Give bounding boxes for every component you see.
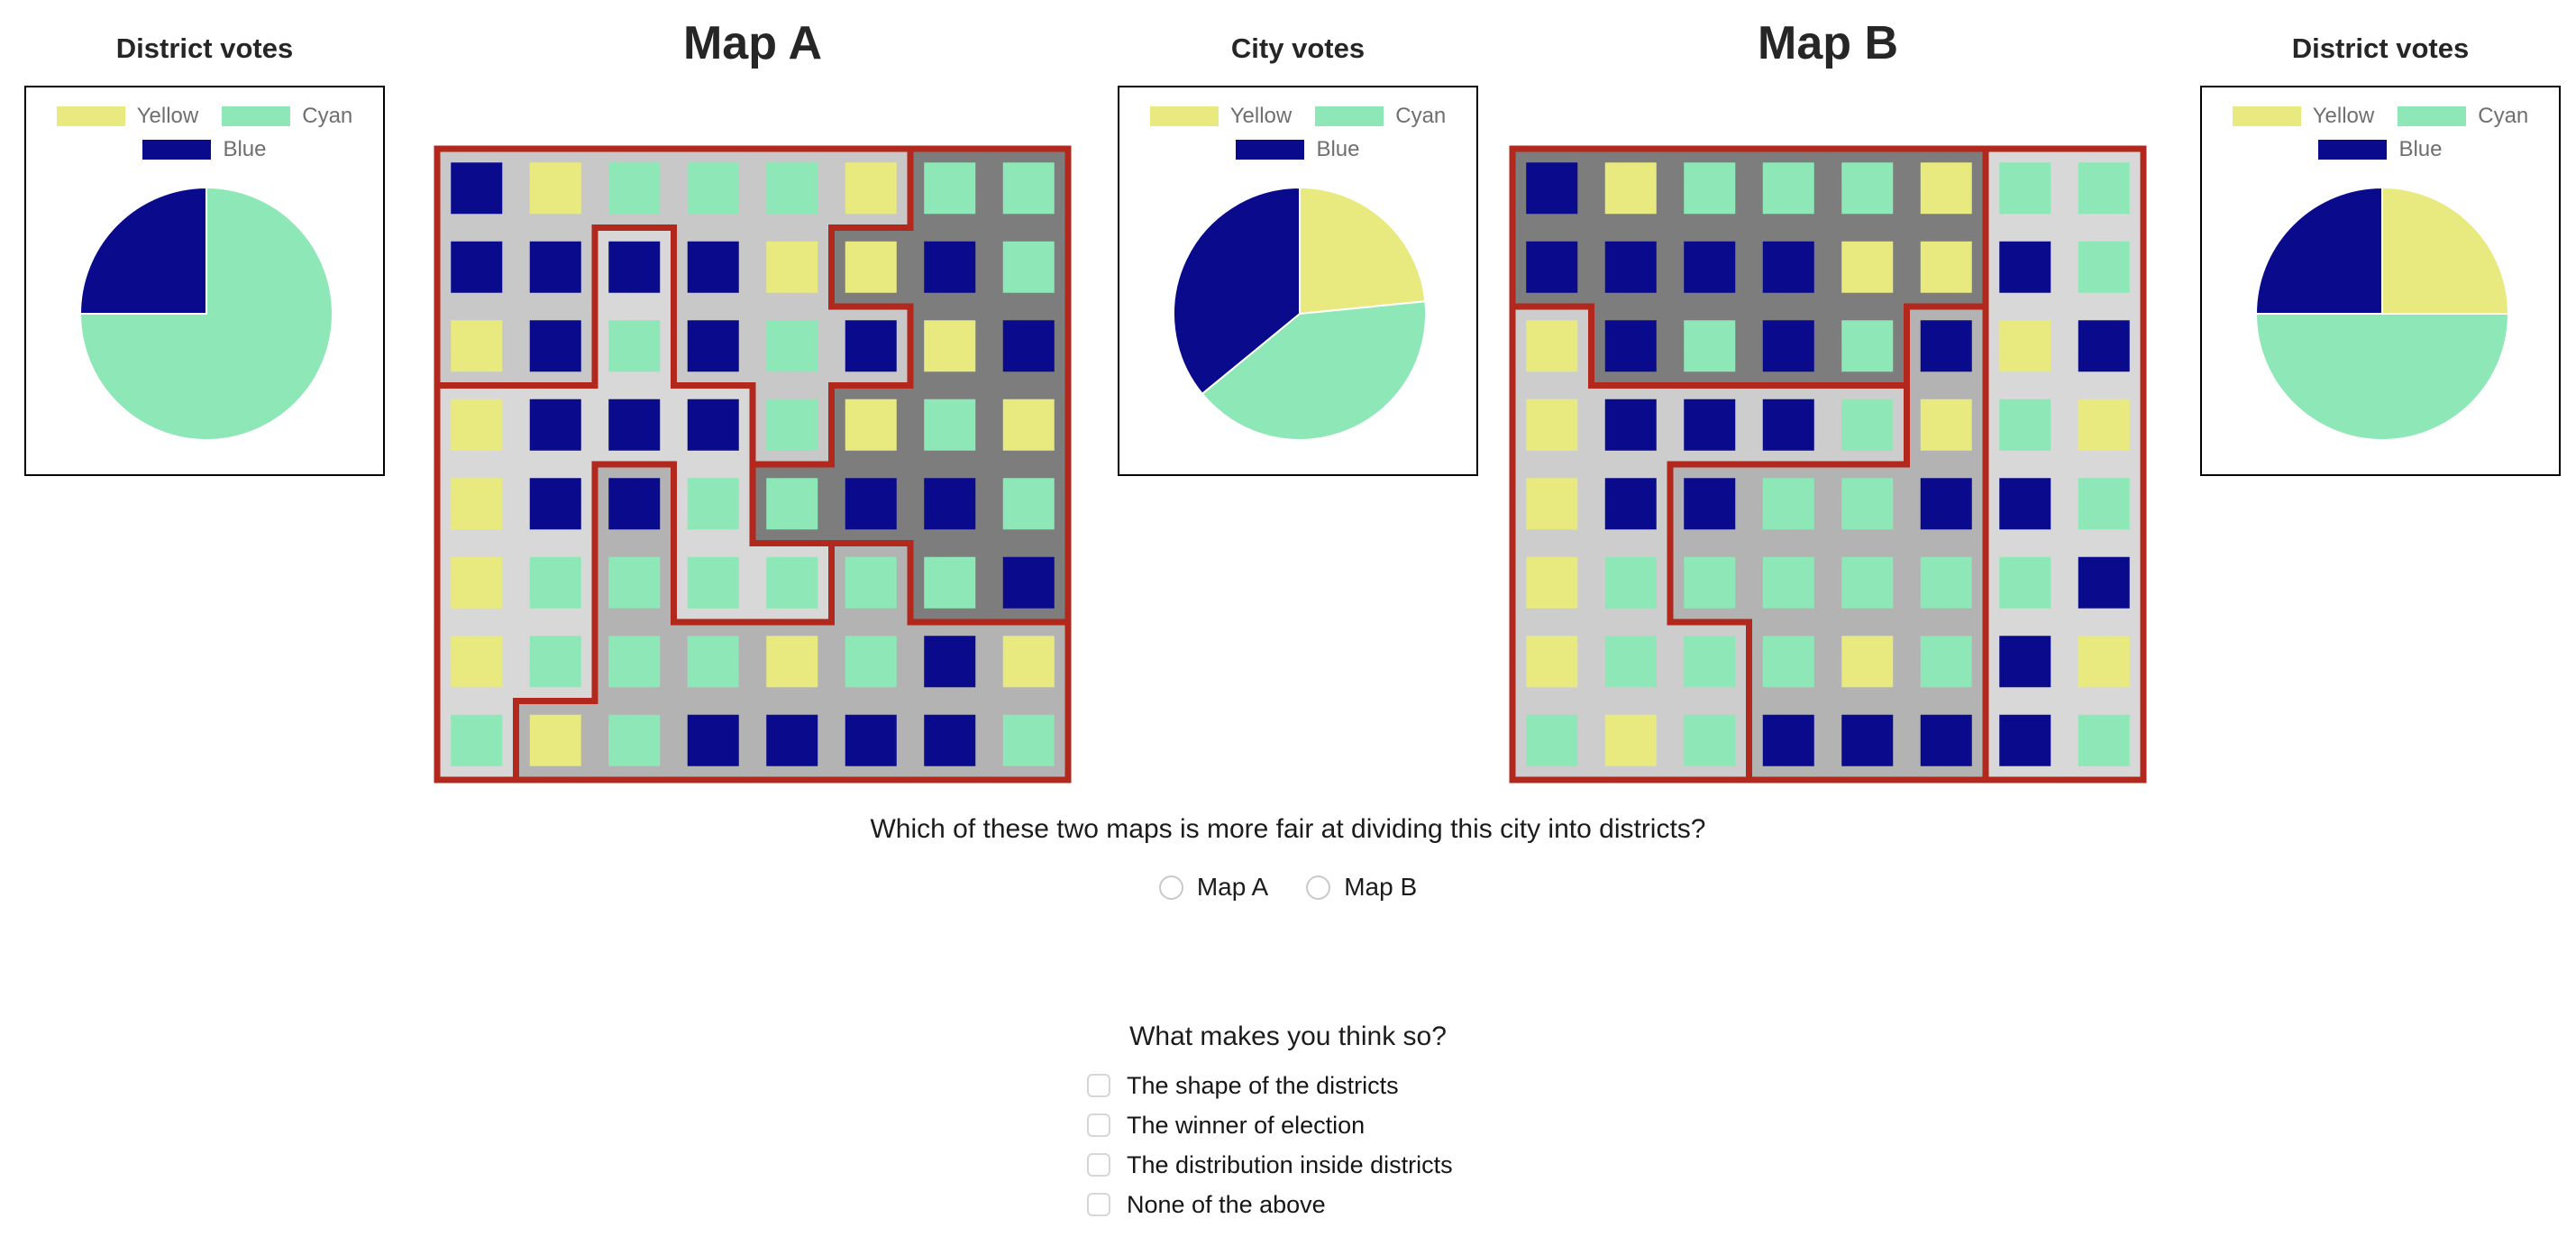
- blue-swatch: [1236, 140, 1305, 160]
- checkbox-option-shape[interactable]: The shape of the districts: [1087, 1066, 1453, 1105]
- winner-checkbox[interactable]: [1087, 1113, 1110, 1137]
- map-a-radio-label: Map A: [1196, 873, 1269, 901]
- legend-item-cyan: Cyan: [1315, 104, 1446, 129]
- legend-label-cyan: Cyan: [2478, 104, 2529, 128]
- checkbox-option-none[interactable]: None of the above: [1087, 1185, 1453, 1224]
- legend-item-yellow: Yellow: [56, 104, 199, 129]
- legend-label-yellow: Yellow: [1229, 104, 1293, 128]
- map-b-radio-label: Map B: [1344, 873, 1418, 901]
- legend-label-cyan: Cyan: [302, 104, 353, 128]
- blue-swatch: [2318, 140, 2388, 160]
- radio-option-map-b[interactable]: Map B: [1306, 873, 1417, 902]
- legend-label-blue: Blue: [1316, 137, 1360, 161]
- shape-checkbox[interactable]: [1087, 1074, 1110, 1097]
- checkbox-option-distribution[interactable]: The distribution inside districts: [1087, 1145, 1453, 1185]
- distribution-checkbox[interactable]: [1087, 1153, 1110, 1177]
- legend-item-blue: Blue: [1236, 137, 1360, 162]
- followup-prompt: What makes you think so?: [1129, 1022, 1447, 1051]
- followup-checklist: The shape of the districts The winner of…: [1087, 1066, 1453, 1224]
- map-b-grid: [1509, 145, 2147, 783]
- map-b-title: Map B: [1758, 17, 1898, 69]
- legend-item-blue: Blue: [2318, 137, 2443, 162]
- city-votes-panel: Yellow Cyan Blue: [1118, 86, 1478, 476]
- pie-title-city-votes: City votes: [1230, 32, 1366, 64]
- map-a-title: Map A: [682, 17, 823, 69]
- none-checkbox-label: None of the above: [1127, 1190, 1326, 1218]
- legend-item-blue: Blue: [142, 137, 267, 162]
- fairness-question: Which of these two maps is more fair at …: [870, 814, 1706, 844]
- pie-title-district-votes-left: District votes: [115, 32, 294, 64]
- legend-item-yellow: Yellow: [2232, 104, 2375, 129]
- legend-city: Yellow Cyan Blue: [1119, 104, 1476, 162]
- map-choice-radio-group: Map A Map B: [0, 873, 2576, 902]
- none-checkbox[interactable]: [1087, 1193, 1110, 1216]
- cyan-swatch: [222, 106, 291, 126]
- legend-label-cyan: Cyan: [1395, 104, 1447, 128]
- map-b-radio[interactable]: [1306, 875, 1331, 900]
- legend-left: Yellow Cyan Blue: [26, 104, 383, 162]
- legend-label-blue: Blue: [2398, 137, 2443, 161]
- cyan-swatch: [2398, 106, 2467, 126]
- district-votes-pie-right: [2255, 187, 2509, 441]
- legend-item-cyan: Cyan: [2398, 104, 2528, 129]
- checkbox-option-winner[interactable]: The winner of election: [1087, 1105, 1453, 1145]
- legend-item-yellow: Yellow: [1149, 104, 1293, 129]
- city-votes-pie: [1172, 187, 1427, 441]
- legend-label-yellow: Yellow: [136, 104, 199, 128]
- blue-swatch: [142, 140, 212, 160]
- yellow-swatch: [1149, 106, 1219, 126]
- yellow-swatch: [56, 106, 125, 126]
- shape-checkbox-label: The shape of the districts: [1127, 1071, 1399, 1099]
- district-votes-right-panel: Yellow Cyan Blue: [2200, 86, 2561, 476]
- district-votes-pie-left: [79, 187, 333, 441]
- winner-checkbox-label: The winner of election: [1127, 1111, 1366, 1139]
- yellow-swatch: [2232, 106, 2301, 126]
- radio-option-map-a[interactable]: Map A: [1158, 873, 1269, 902]
- district-votes-left-panel: Yellow Cyan Blue: [24, 86, 385, 476]
- legend-right: Yellow Cyan Blue: [2202, 104, 2559, 162]
- distribution-checkbox-label: The distribution inside districts: [1127, 1150, 1453, 1178]
- map-a-radio[interactable]: [1158, 875, 1183, 900]
- map-a-grid: [434, 145, 1072, 783]
- legend-label-yellow: Yellow: [2312, 104, 2375, 128]
- pie-title-district-votes-right: District votes: [2291, 32, 2470, 64]
- legend-label-blue: Blue: [223, 137, 267, 161]
- cyan-swatch: [1315, 106, 1384, 126]
- legend-item-cyan: Cyan: [222, 104, 352, 129]
